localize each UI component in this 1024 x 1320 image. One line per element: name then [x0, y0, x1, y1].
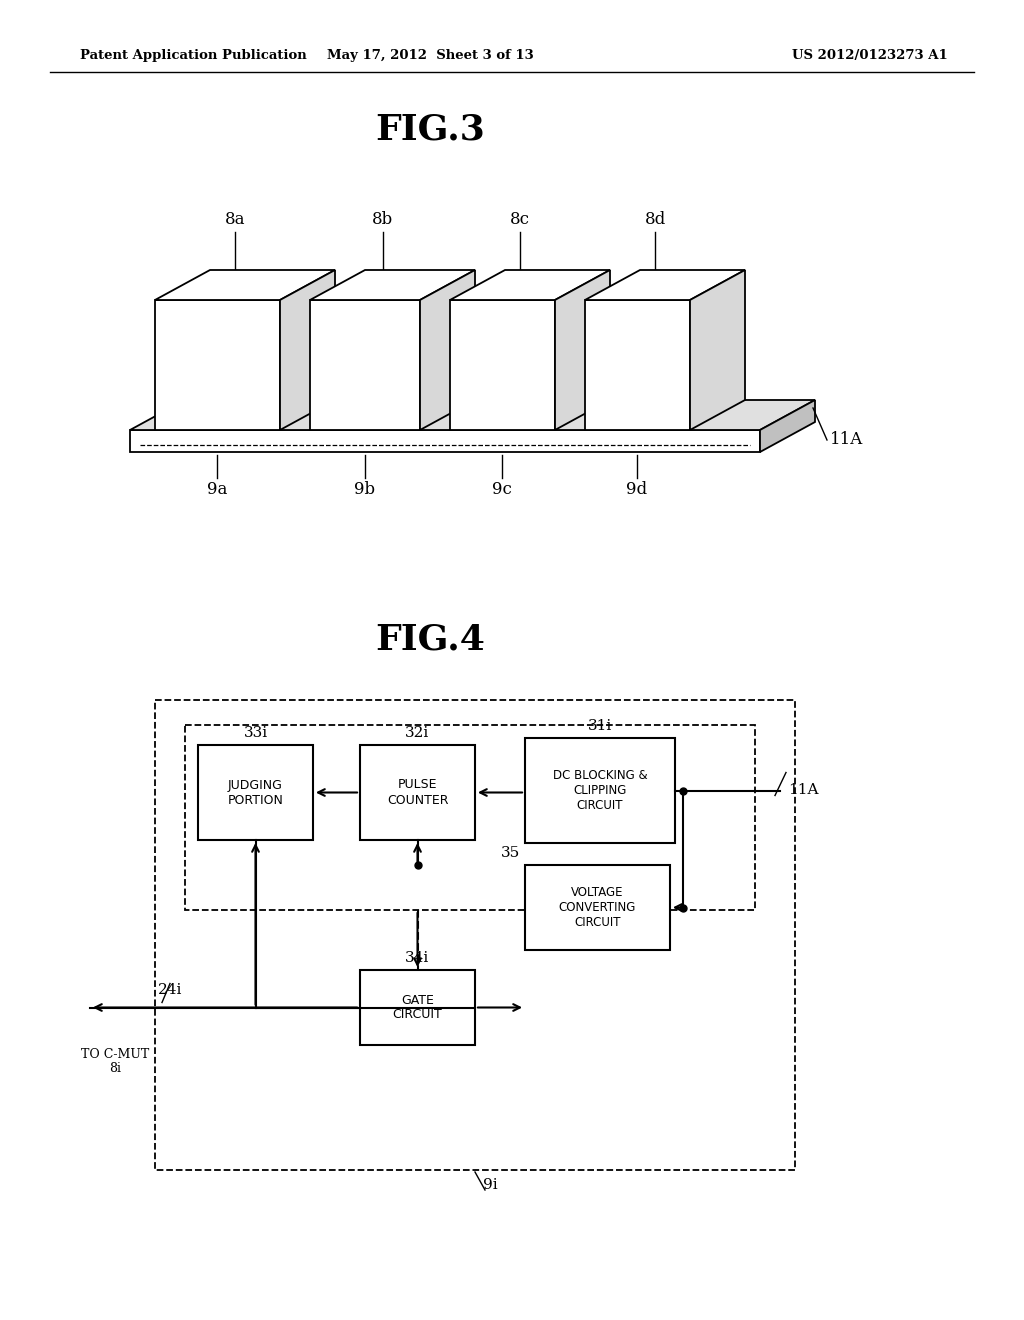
Polygon shape: [450, 300, 555, 430]
Text: TO C-MUT
8i: TO C-MUT 8i: [81, 1048, 150, 1076]
Text: US 2012/0123273 A1: US 2012/0123273 A1: [793, 49, 948, 62]
Polygon shape: [525, 738, 675, 843]
Text: 32i: 32i: [406, 726, 430, 741]
Polygon shape: [310, 271, 475, 300]
Text: 9a: 9a: [207, 482, 227, 499]
Polygon shape: [360, 744, 475, 840]
Polygon shape: [130, 430, 760, 451]
Text: Patent Application Publication: Patent Application Publication: [80, 49, 307, 62]
Text: 34i: 34i: [406, 950, 430, 965]
Text: FIG.4: FIG.4: [375, 623, 485, 657]
Polygon shape: [690, 271, 745, 430]
Text: GATE
CIRCUIT: GATE CIRCUIT: [392, 994, 442, 1022]
Polygon shape: [760, 400, 815, 451]
Text: 8d: 8d: [644, 211, 666, 228]
Text: PULSE
COUNTER: PULSE COUNTER: [387, 779, 449, 807]
Polygon shape: [280, 271, 335, 430]
Polygon shape: [310, 300, 420, 430]
Text: 35: 35: [501, 846, 520, 861]
Polygon shape: [360, 970, 475, 1045]
Text: 33i: 33i: [244, 726, 267, 741]
Text: DC BLOCKING &
CLIPPING
CIRCUIT: DC BLOCKING & CLIPPING CIRCUIT: [553, 770, 647, 812]
Polygon shape: [155, 300, 280, 430]
Text: 24i: 24i: [158, 982, 182, 997]
Text: 9d: 9d: [627, 482, 647, 499]
Polygon shape: [155, 271, 335, 300]
Text: 31i: 31i: [588, 719, 612, 733]
Text: 8b: 8b: [372, 211, 393, 228]
Text: 9i: 9i: [482, 1177, 498, 1192]
Text: JUDGING
PORTION: JUDGING PORTION: [227, 779, 284, 807]
Text: 8a: 8a: [224, 211, 246, 228]
Text: 9b: 9b: [354, 482, 376, 499]
Text: May 17, 2012  Sheet 3 of 13: May 17, 2012 Sheet 3 of 13: [327, 49, 534, 62]
Text: 9c: 9c: [493, 482, 512, 499]
Text: FIG.3: FIG.3: [375, 114, 485, 147]
Text: VOLTAGE
CONVERTING
CIRCUIT: VOLTAGE CONVERTING CIRCUIT: [559, 886, 636, 929]
Text: 8c: 8c: [510, 211, 530, 228]
Text: 11A: 11A: [788, 784, 818, 797]
Polygon shape: [555, 271, 610, 430]
Polygon shape: [198, 744, 313, 840]
Polygon shape: [450, 271, 610, 300]
Polygon shape: [130, 400, 815, 430]
Text: 11A: 11A: [830, 432, 863, 449]
Polygon shape: [420, 271, 475, 430]
Polygon shape: [585, 271, 745, 300]
Polygon shape: [525, 865, 670, 950]
Polygon shape: [585, 300, 690, 430]
